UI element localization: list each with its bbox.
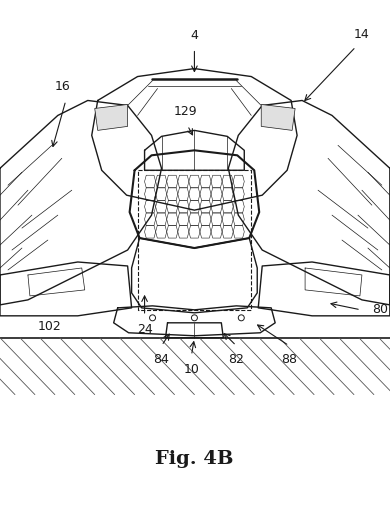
Text: 24: 24 (137, 323, 152, 336)
Text: 16: 16 (55, 81, 71, 94)
Text: 88: 88 (281, 353, 297, 366)
Text: 102: 102 (38, 320, 62, 333)
Text: 129: 129 (174, 105, 197, 118)
Text: 84: 84 (154, 353, 169, 366)
Polygon shape (261, 104, 295, 130)
Text: 80: 80 (372, 303, 388, 316)
Text: 4: 4 (190, 28, 198, 42)
Text: Fig. 4B: Fig. 4B (155, 450, 234, 468)
Text: 14: 14 (354, 27, 370, 41)
Polygon shape (95, 104, 127, 130)
Text: 82: 82 (228, 353, 244, 366)
Text: 10: 10 (183, 363, 199, 376)
